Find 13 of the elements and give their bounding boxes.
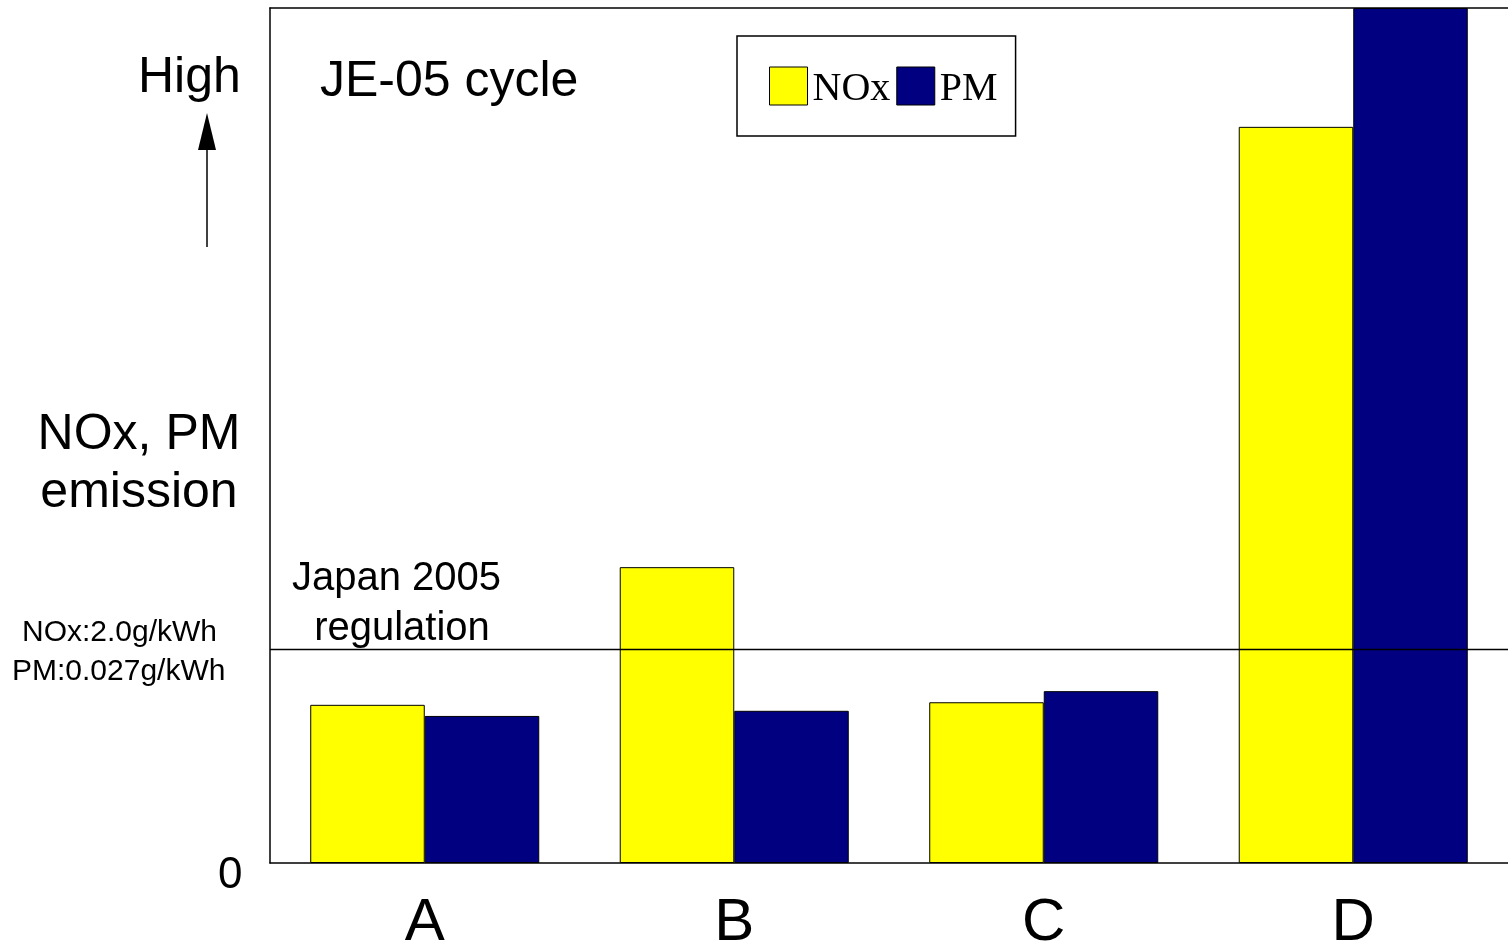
text: NOx:2.0g/kWh (22, 613, 218, 647)
x-tick-label: B (714, 885, 755, 949)
x-tick-label: C (1022, 885, 1066, 949)
text: PM:0.027g/kWh (12, 652, 226, 686)
x-tick-label: D (1331, 885, 1375, 949)
legend-label: PM (939, 63, 998, 109)
annotation: JE-05 cycle (320, 51, 579, 107)
x-tick-label: A (404, 885, 445, 949)
y-axis-title: NOx, PM emission (36, 403, 242, 519)
text: High (138, 47, 241, 103)
text: 0 (218, 847, 243, 897)
ref-line-label: Japan 2005 regulation (291, 553, 513, 648)
legend-label: NOx (812, 63, 891, 109)
